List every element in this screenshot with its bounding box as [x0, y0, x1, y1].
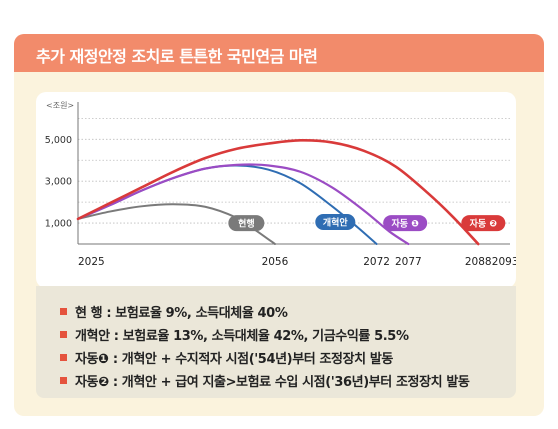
series-line-1: [77, 164, 378, 245]
note-current: 현 행 : 보험료율 9%, 소득대체율 40%: [60, 302, 288, 321]
series-tag-label: 자동 ❷: [470, 218, 497, 230]
notes-panel: [36, 286, 516, 398]
y-tick-label: 5,000: [45, 135, 72, 146]
note-text: 자동❷ : 개혁안 + 급여 지출>보험료 수입 시점('36년)부터 조정장치…: [75, 375, 470, 390]
series-tag-label: 현행: [238, 218, 255, 230]
note-auto-2: 자동❷ : 개혁안 + 급여 지출>보험료 수입 시점('36년)부터 조정장치…: [60, 371, 470, 390]
y-tick-label: 3,000: [45, 177, 72, 188]
note-text: 개혁안 : 보험료율 13%, 소득대체율 42%, 기금수익률 5.5%: [75, 329, 409, 344]
series-line-3: [76, 139, 480, 246]
series-tag: [228, 215, 265, 232]
chart-title: 추가 재정안정 조치로 튼튼한 국민연금 마련: [36, 47, 318, 66]
series-tag: [315, 214, 356, 231]
bullet-icon: [60, 331, 67, 338]
bullet-icon: [60, 377, 67, 384]
x-tick-label: 2056: [262, 256, 289, 268]
header-banner: 추가 재정안정 조치로 튼튼한 국민연금 마련: [14, 34, 544, 72]
series-tag: [383, 215, 428, 232]
fund-balance-chart: <조원> 5,000 3,000 1,000 2025 2056 2072 2077 2088 2…: [45, 101, 516, 268]
y-tick-label: 1,000: [45, 219, 72, 230]
bullet-icon: [60, 308, 67, 315]
x-tick-label: 2077: [395, 256, 422, 268]
x-tick-label: 2088: [465, 256, 492, 268]
note-auto-1: 자동❶ : 개혁안 + 수지적자 시점('54년)부터 조정장치 발동: [60, 348, 393, 367]
note-reform: 개혁안 : 보험료율 13%, 소득대체율 42%, 기금수익률 5.5%: [60, 325, 409, 344]
note-text: 자동❶ : 개혁안 + 수지적자 시점('54년)부터 조정장치 발동: [75, 352, 393, 367]
series-tag-label: 자동 ❶: [392, 218, 419, 230]
series-tag: [461, 215, 506, 232]
x-tick-label: 2025: [78, 256, 105, 268]
bullet-icon: [60, 354, 67, 361]
note-text: 현 행 : 보험료율 9%, 소득대체율 40%: [75, 306, 288, 321]
series-line-2: [76, 163, 410, 246]
series-tag-label: 개혁안: [323, 217, 349, 229]
y-axis-label: <조원>: [46, 101, 74, 110]
x-tick-label: 2093년: [492, 256, 516, 268]
plot-panel: [36, 92, 516, 288]
x-tick-label: 2072: [363, 256, 390, 268]
